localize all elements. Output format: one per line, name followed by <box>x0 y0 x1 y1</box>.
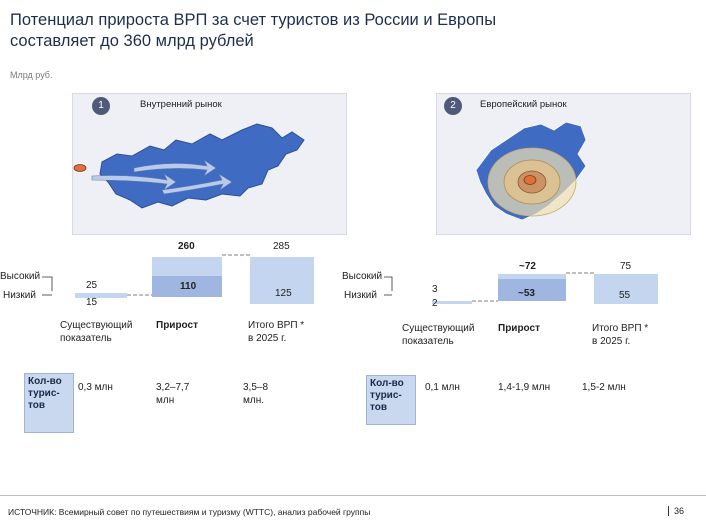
right-bar-existing <box>432 301 472 304</box>
europe-map <box>475 121 587 221</box>
left-cat-existing: Существующий показатель <box>60 320 133 344</box>
page-title: Потенциал прироста ВРП за счет туристов … <box>10 10 610 52</box>
left-high-bracket <box>42 276 53 291</box>
right-total-high-label: 75 <box>620 261 632 272</box>
left-bar-existing <box>75 293 127 298</box>
right-tourists-growth: 1,4-1,9 млн <box>498 382 551 393</box>
right-level-high: Высокий <box>342 271 383 282</box>
left-cat-total: Итого ВРП * в 2025 г. <box>248 320 305 344</box>
left-bar-total <box>250 257 314 304</box>
title-line-2: составляет до 360 млрд рублей <box>10 32 254 50</box>
right-high-bracket <box>384 276 393 291</box>
left-tourists-total: 3,5–8 млн. <box>243 382 269 406</box>
right-tourists-existing: 0,1 млн <box>425 382 460 393</box>
title-line-1: Потенциал прироста ВРП за счет туристов … <box>10 11 497 29</box>
right-bars <box>384 272 658 304</box>
right-bar-total <box>594 274 658 304</box>
right-bar-growth-low <box>498 279 566 301</box>
left-cat-growth: Прирост <box>156 320 198 331</box>
right-existing-label: 3 <box>432 284 438 295</box>
right-bar-growth-high <box>498 274 566 279</box>
left-total-low-label: 125 <box>275 288 292 299</box>
left-growth-high-label: 260 <box>178 241 195 252</box>
source-note: ИСТОЧНИК: Всемирный совет по путешествия… <box>8 507 371 517</box>
right-badge: 2 <box>444 97 462 115</box>
unit-label: Млрд руб. <box>10 70 53 80</box>
left-bars <box>42 254 314 304</box>
flow-arrow-3 <box>161 173 233 195</box>
left-tourists-label: Кол-во турис- тов <box>24 373 74 433</box>
left-level-low: Низкий <box>3 290 36 301</box>
right-tourists-total: 1,5-2 млн <box>582 382 626 393</box>
left-existing-low-label: 15 <box>86 297 98 308</box>
footer <box>0 495 706 530</box>
left-level-high: Высокий <box>0 271 41 282</box>
page-number: 36 <box>668 506 684 516</box>
right-level-low: Низкий <box>344 290 377 301</box>
russia-map <box>73 123 305 209</box>
flow-arrow-1 <box>91 173 177 191</box>
left-tourists-growth: 3,2–7,7 млн <box>156 382 190 406</box>
flow-arrow-2 <box>133 159 217 177</box>
ring-center <box>523 175 537 185</box>
right-cat-total: Итого ВРП * в 2025 г. <box>592 323 649 347</box>
right-cat-growth: Прирост <box>498 323 540 334</box>
right-panel-title: Европейский рынок <box>480 99 567 110</box>
right-total-low-label: 55 <box>619 290 631 301</box>
kaliningrad-marker <box>73 164 87 172</box>
left-existing-label: 25 <box>86 280 98 291</box>
left-total-high-label: 285 <box>273 241 290 252</box>
left-growth-low-label: 110 <box>180 281 197 292</box>
left-bar-growth-high <box>152 257 222 276</box>
left-badge: 1 <box>92 97 110 115</box>
right-growth-high-label: ~72 <box>519 261 536 272</box>
right-tourists-label: Кол-во турис- тов <box>366 375 416 425</box>
left-tourists-existing: 0,3 млн <box>78 382 113 393</box>
left-bar-growth-low <box>152 276 222 297</box>
right-existing-low-label: 2 <box>432 298 438 309</box>
right-cat-existing: Существующий показатель <box>402 323 475 347</box>
left-panel-title: Внутренний рынок <box>140 99 222 110</box>
right-growth-low-label: ~53 <box>518 288 535 299</box>
